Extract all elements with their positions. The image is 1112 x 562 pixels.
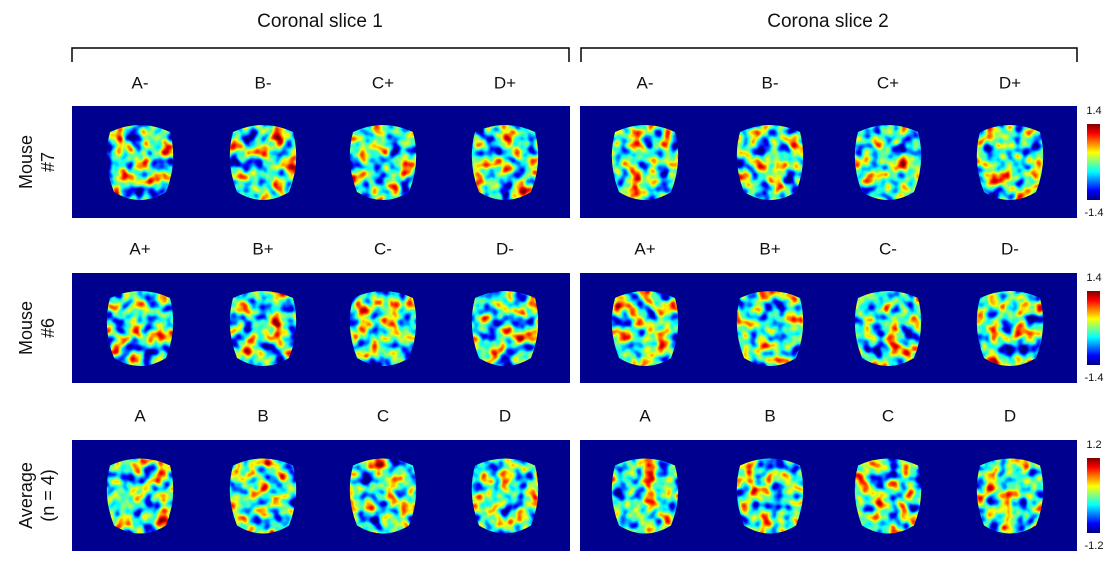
row-label-line: Mouse [16, 135, 36, 189]
condition-label: A- [132, 73, 149, 92]
colorbar [1087, 291, 1100, 365]
condition-label: D- [496, 239, 514, 258]
condition-label: B+ [252, 239, 273, 258]
colorbar [1087, 458, 1100, 533]
condition-label: C+ [372, 73, 394, 92]
condition-label: B+ [759, 239, 780, 258]
row-label-line: (n = 4) [38, 469, 58, 522]
condition-label: A+ [634, 239, 655, 258]
row-label-line: Average [16, 462, 36, 529]
colorbar-min: -1.4 [1085, 207, 1104, 219]
condition-label: C- [374, 239, 392, 258]
colorbar-max: 1.4 [1086, 272, 1101, 284]
colorbar-max: 1.2 [1086, 439, 1101, 451]
condition-label: A [639, 406, 651, 425]
condition-label: B [764, 406, 775, 425]
condition-label: B- [762, 73, 779, 92]
group-title: Coronal slice 1 [257, 11, 383, 32]
bracket [581, 48, 1077, 62]
row-label-line: #7 [38, 152, 58, 172]
condition-label: D- [1001, 239, 1019, 258]
row-label: Mouse#6 [16, 301, 58, 355]
condition-label: C [377, 406, 389, 425]
figure: Coronal slice 1 Corona slice 2 A- B- C+ D+ A… [0, 0, 1112, 557]
condition-label: D+ [999, 73, 1021, 92]
row-label: Mouse#7 [16, 135, 58, 189]
condition-label: C [882, 406, 894, 425]
condition-label: A [134, 406, 146, 425]
condition-label: D [499, 406, 511, 425]
colorbar-max: 1.4 [1086, 105, 1101, 117]
colorbar [1087, 124, 1100, 200]
row-label-line: #6 [38, 318, 58, 338]
colorbar-min: -1.2 [1085, 540, 1104, 552]
condition-label: C+ [877, 73, 899, 92]
row-label-line: Mouse [16, 301, 36, 355]
group-title: Corona slice 2 [767, 11, 888, 32]
bracket [72, 48, 569, 62]
condition-label: D+ [494, 73, 516, 92]
condition-label: C- [879, 239, 897, 258]
condition-label: B [257, 406, 268, 425]
colorbar-min: -1.4 [1085, 372, 1104, 384]
condition-label: A- [637, 73, 654, 92]
row-label: Average(n = 4) [16, 462, 58, 529]
condition-label: A+ [129, 239, 150, 258]
condition-label: B- [255, 73, 272, 92]
condition-label: D [1004, 406, 1016, 425]
